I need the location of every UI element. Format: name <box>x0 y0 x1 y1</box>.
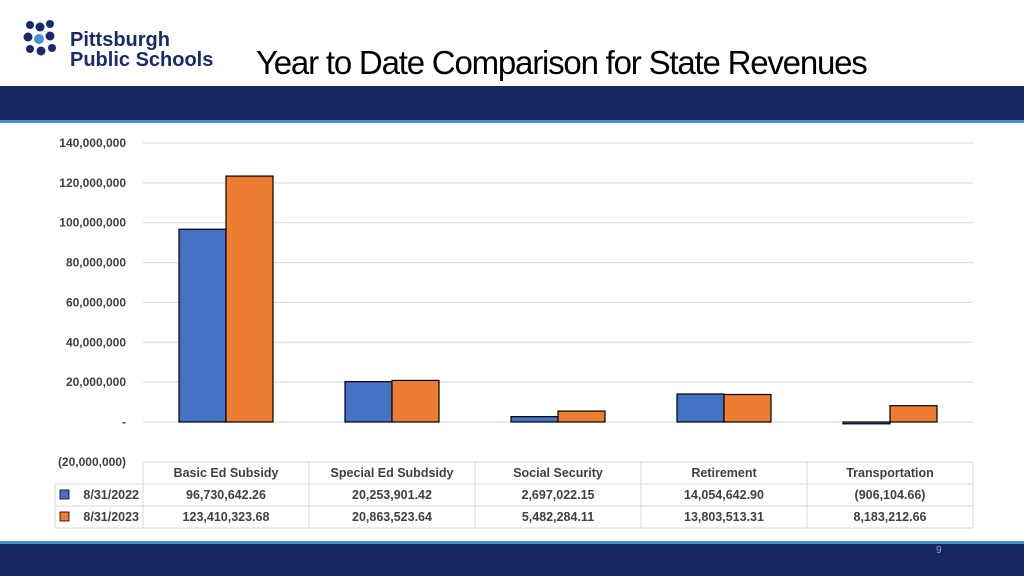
bar-2022 <box>178 228 227 423</box>
category-label: Retirement <box>691 466 757 480</box>
logo-line-2: Public Schools <box>70 49 214 71</box>
logo-mark-icon <box>23 20 56 56</box>
y-tick-label: 140,000,000 <box>59 136 126 150</box>
data-label: 96,730,642.26 <box>186 488 266 502</box>
category-label: Special Ed Subdsidy <box>331 466 454 480</box>
header-band <box>0 86 1024 120</box>
logo: Pittsburgh Public Schools <box>22 18 237 78</box>
data-label: 20,253,901.42 <box>352 488 432 502</box>
data-label: 123,410,323.68 <box>183 510 270 524</box>
bar-2022 <box>344 381 393 423</box>
category-label: Transportation <box>846 466 934 480</box>
footer-band <box>0 544 1024 576</box>
bar-2022 <box>676 393 725 423</box>
page-title: Year to Date Comparison for State Revenu… <box>256 44 868 81</box>
legend-swatch-2023 <box>59 511 70 522</box>
data-label: 2,697,022.15 <box>522 488 595 502</box>
bar-2023 <box>557 410 606 423</box>
data-label: 13,803,513.31 <box>684 510 764 524</box>
data-label: (906,104.66) <box>855 488 926 502</box>
data-label: 8,183,212.66 <box>854 510 927 524</box>
y-tick-label: 60,000,000 <box>66 295 126 309</box>
y-tick-label: 100,000,000 <box>59 216 126 230</box>
logo-text: Pittsburgh Public Schools <box>70 30 213 70</box>
y-tick-label: 40,000,000 <box>66 335 126 349</box>
y-tick-label: (20,000,000) <box>58 455 126 469</box>
y-tick-label: 80,000,000 <box>66 256 126 270</box>
page-number: 9 <box>936 545 942 556</box>
bar-2022 <box>842 421 891 425</box>
legend-swatch-2022 <box>59 489 70 500</box>
logo-line-1: Pittsburgh <box>70 29 170 51</box>
data-label: 5,482,284.11 <box>522 510 594 524</box>
data-label: 20,863,523.64 <box>352 510 432 524</box>
header-accent-line <box>0 120 1024 123</box>
category-label: Basic Ed Subsidy <box>174 466 279 480</box>
y-tick-label: 120,000,000 <box>59 176 126 190</box>
bar-2023 <box>391 379 440 423</box>
bar-2023 <box>225 175 274 423</box>
legend-label: 8/31/2022 <box>83 488 139 502</box>
bar-2022 <box>510 416 559 423</box>
category-label: Social Security <box>513 466 603 480</box>
footer-accent-line <box>0 541 1024 544</box>
y-tick-label: 20,000,000 <box>66 375 126 389</box>
data-label: 14,054,642.90 <box>684 488 764 502</box>
bar-2023 <box>889 405 938 423</box>
y-tick-label: - <box>122 415 126 429</box>
legend-label: 8/31/2023 <box>83 510 139 524</box>
bar-2023 <box>723 393 772 423</box>
